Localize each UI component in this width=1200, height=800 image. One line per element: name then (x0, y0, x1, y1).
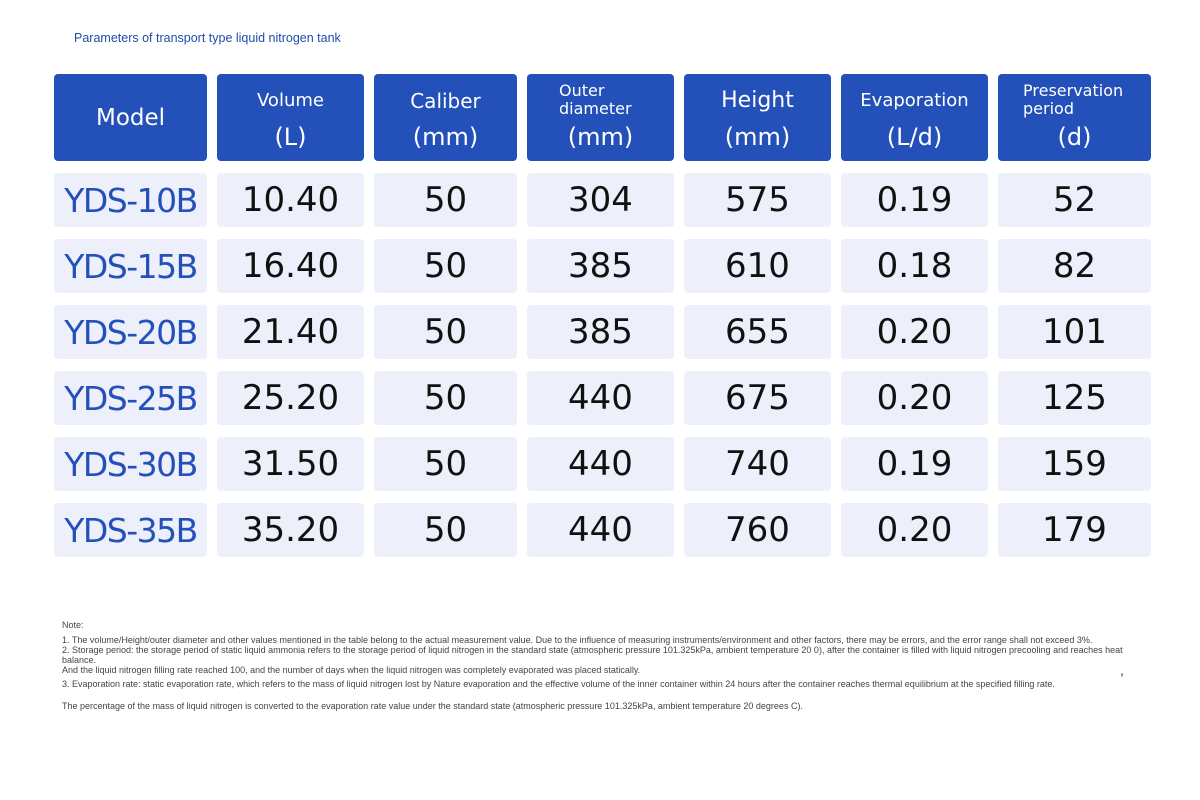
header-height-unit: (mm) (724, 123, 791, 151)
cell-height: 575 (684, 173, 831, 227)
cell-volume: 10.40 (217, 173, 364, 227)
note-2-continued: And the liquid nitrogen filling rate rea… (62, 665, 641, 675)
cell-height: 760 (684, 503, 831, 557)
cell-outer-diameter: 385 (527, 305, 674, 359)
note-3-continued: The percentage of the mass of liquid nit… (62, 701, 803, 711)
header-caliber: Caliber (mm) (374, 74, 517, 161)
cell-outer-diameter: 385 (527, 239, 674, 293)
parameters-table: Model Volume (L) Caliber (mm) Outer diam… (54, 74, 1151, 557)
cell-volume: 31.50 (217, 437, 364, 491)
cell-preservation-period: 52 (998, 173, 1151, 227)
cell-model: YDS-10B (54, 173, 207, 227)
header-evaporation: Evaporation (L/d) (841, 74, 988, 161)
header-caliber-unit: (mm) (412, 123, 479, 151)
cell-caliber: 50 (374, 371, 517, 425)
cell-model: YDS-20B (54, 305, 207, 359)
header-outer-diameter-label: Outer diameter (559, 81, 632, 118)
notes-section: Note: 1. The volume/Height/outer diamete… (62, 620, 1142, 711)
cell-model: YDS-25B (54, 371, 207, 425)
header-caliber-label: Caliber (410, 89, 481, 113)
cell-caliber: 50 (374, 305, 517, 359)
header-volume: Volume (L) (217, 74, 364, 161)
header-height-label: Height (721, 88, 794, 113)
cell-volume: 25.20 (217, 371, 364, 425)
cell-evaporation: 0.20 (841, 305, 988, 359)
header-preservation-period-unit: (d) (1057, 123, 1092, 151)
header-evaporation-unit: (L/d) (886, 123, 943, 151)
cell-outer-diameter: 440 (527, 437, 674, 491)
cell-evaporation: 0.18 (841, 239, 988, 293)
header-height: Height (mm) (684, 74, 831, 161)
cell-outer-diameter: 304 (527, 173, 674, 227)
note-3: 3. Evaporation rate: static evaporation … (62, 679, 1055, 689)
cell-model: YDS-15B (54, 239, 207, 293)
header-preservation-period-label: Preservation period (1023, 81, 1124, 118)
header-evaporation-label: Evaporation (860, 90, 969, 111)
cell-evaporation: 0.19 (841, 173, 988, 227)
cell-preservation-period: 179 (998, 503, 1151, 557)
cell-caliber: 50 (374, 239, 517, 293)
cell-caliber: 50 (374, 503, 517, 557)
stray-comma: , (1120, 662, 1124, 678)
cell-height: 610 (684, 239, 831, 293)
cell-model: YDS-30B (54, 437, 207, 491)
cell-height: 655 (684, 305, 831, 359)
cell-model: YDS-35B (54, 503, 207, 557)
cell-caliber: 50 (374, 173, 517, 227)
cell-volume: 35.20 (217, 503, 364, 557)
header-volume-label: Volume (257, 90, 324, 111)
cell-preservation-period: 101 (998, 305, 1151, 359)
header-model: Model (54, 74, 207, 161)
cell-preservation-period: 159 (998, 437, 1151, 491)
cell-caliber: 50 (374, 437, 517, 491)
note-2: 2. Storage period: the storage period of… (62, 645, 1123, 665)
header-outer-diameter-unit: (mm) (567, 123, 634, 151)
cell-preservation-period: 125 (998, 371, 1151, 425)
header-outer-diameter: Outer diameter (mm) (527, 74, 674, 161)
cell-evaporation: 0.20 (841, 371, 988, 425)
cell-volume: 21.40 (217, 305, 364, 359)
cell-outer-diameter: 440 (527, 503, 674, 557)
header-volume-unit: (L) (274, 123, 307, 151)
header-model-label: Model (95, 105, 166, 131)
cell-outer-diameter: 440 (527, 371, 674, 425)
header-preservation-period: Preservation period (d) (998, 74, 1151, 161)
cell-evaporation: 0.20 (841, 503, 988, 557)
note-1: 1. The volume/Height/outer diameter and … (62, 635, 1093, 645)
cell-preservation-period: 82 (998, 239, 1151, 293)
cell-evaporation: 0.19 (841, 437, 988, 491)
cell-height: 740 (684, 437, 831, 491)
page-title: Parameters of transport type liquid nitr… (74, 31, 341, 45)
notes-label: Note: (62, 620, 84, 630)
cell-height: 675 (684, 371, 831, 425)
cell-volume: 16.40 (217, 239, 364, 293)
